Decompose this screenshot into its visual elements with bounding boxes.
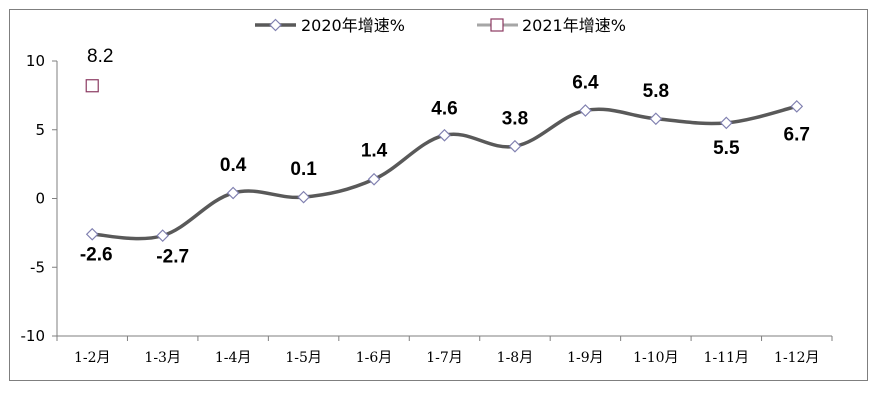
x-tick-label: 1-5月 (285, 350, 322, 366)
series-2020-data-label: -2.7 (156, 247, 189, 268)
series-2020-point (719, 116, 733, 130)
y-tick-label: 5 (35, 121, 45, 139)
series-2020-point (438, 128, 451, 142)
series-2020-data-label: 4.6 (431, 98, 457, 119)
x-tick-label: 1-10月 (633, 350, 678, 366)
series-2020-point (85, 227, 99, 241)
x-tick-label: 1-4月 (215, 350, 252, 366)
legend-2020-marker (269, 18, 282, 32)
series-2020-data-label: 5.5 (713, 138, 740, 159)
y-tick-label: -5 (30, 258, 45, 276)
series-2020-point (579, 104, 592, 117)
y-tick-label: 0 (35, 190, 45, 208)
x-tick-label: 1-9月 (567, 350, 604, 366)
series-2021-data-label: 8.2 (87, 46, 113, 67)
x-tick-label: 1-7月 (426, 350, 463, 366)
series-2020-point (649, 112, 663, 126)
series-2020-data-label: 5.8 (643, 81, 669, 102)
y-tick-label: 10 (26, 52, 45, 70)
legend-2021-marker (490, 18, 504, 32)
series-2020-data-label: 0.4 (220, 155, 247, 176)
x-tick-label: 1-6月 (356, 350, 393, 366)
x-tick-label: 1-2月 (74, 350, 111, 366)
series-2020-data-label: 6.7 (784, 124, 810, 145)
series-2020-point (367, 172, 381, 186)
series-2020-line (92, 104, 798, 241)
chart-frame (9, 9, 868, 381)
legend-2020-label: 2020年增速% (301, 16, 405, 35)
y-tick-label: -10 (21, 327, 46, 345)
series-2020-point (508, 139, 522, 153)
series-2020-point (297, 190, 310, 204)
x-tick-label: 1-3月 (144, 350, 181, 366)
series-2020-point (226, 186, 240, 200)
series-2020-point (790, 100, 804, 113)
series-2021-point (85, 79, 99, 93)
series-2020-point (156, 229, 170, 242)
x-tick-label: 1-12月 (774, 350, 819, 366)
series-2020-data-label: 3.8 (502, 108, 528, 129)
series-2020-data-label: 0.1 (290, 159, 317, 180)
x-tick-label: 1-8月 (497, 350, 534, 366)
series-2020-data-label: 1.4 (361, 140, 388, 161)
legend-2021-label: 2021年增速% (522, 16, 626, 35)
series-2020-data-label: 6.4 (572, 73, 599, 94)
series-2020-data-label: -2.6 (80, 244, 113, 265)
x-tick-label: 1-11月 (704, 350, 749, 366)
